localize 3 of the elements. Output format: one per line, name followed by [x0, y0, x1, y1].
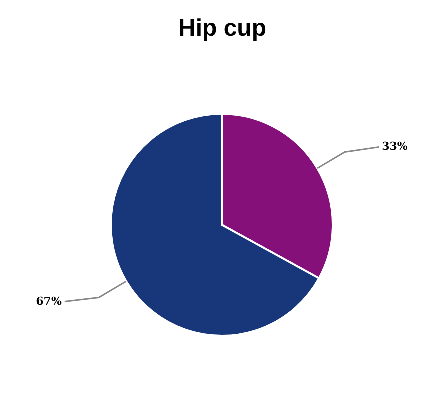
chart-title: Hip cup [178, 15, 266, 42]
data-label: 67% [36, 294, 62, 308]
data-label: 33% [382, 140, 408, 154]
